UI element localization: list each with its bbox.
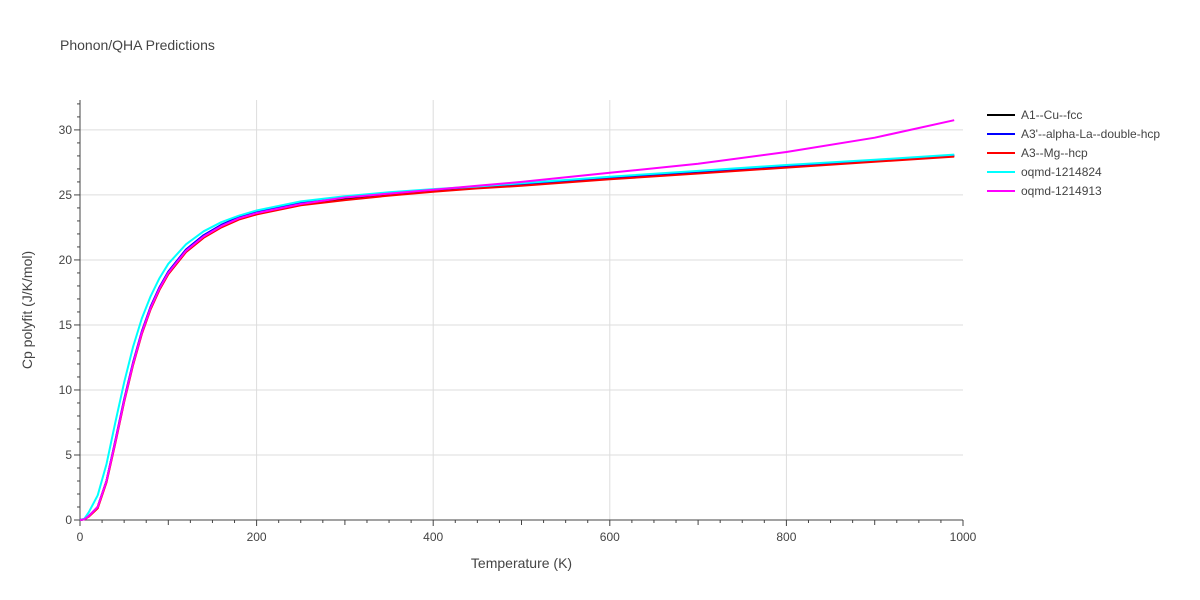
x-tick-label: 1000 bbox=[950, 530, 977, 544]
axes: 0 200 400 600 800 1000 0 5 10 15 20 25 30 bbox=[59, 100, 977, 544]
chart-title: Phonon/QHA Predictions bbox=[60, 37, 215, 53]
series-line-3 bbox=[79, 155, 955, 521]
x-tick-label: 600 bbox=[600, 530, 620, 544]
legend-item-5[interactable]: oqmd-1214913 bbox=[987, 184, 1102, 198]
legend-label: A1--Cu--fcc bbox=[1021, 108, 1082, 122]
legend-label: A3--Mg--hcp bbox=[1021, 146, 1088, 160]
y-tick-label: 30 bbox=[59, 123, 73, 137]
legend-label: oqmd-1214824 bbox=[1021, 165, 1102, 179]
grid bbox=[80, 100, 963, 520]
y-tick-label: 20 bbox=[59, 253, 73, 267]
x-axis-label: Temperature (K) bbox=[471, 555, 572, 571]
series-lines bbox=[79, 119, 955, 521]
y-tick-label: 10 bbox=[59, 383, 73, 397]
y-tick-label: 5 bbox=[65, 448, 72, 462]
legend-item-4[interactable]: oqmd-1214824 bbox=[987, 165, 1102, 179]
legend-item-2[interactable]: A3'--alpha-La--double-hcp bbox=[987, 127, 1160, 141]
legend-label: A3'--alpha-La--double-hcp bbox=[1021, 127, 1160, 141]
series-line-4 bbox=[79, 153, 955, 521]
series-line-5 bbox=[79, 119, 955, 521]
legend-label: oqmd-1214913 bbox=[1021, 184, 1102, 198]
y-axis-label: Cp polyfit (J/K/mol) bbox=[19, 251, 35, 369]
y-tick-label: 25 bbox=[59, 188, 73, 202]
y-tick-label: 15 bbox=[59, 318, 73, 332]
x-tick-label: 200 bbox=[247, 530, 267, 544]
series-line-1 bbox=[79, 154, 955, 521]
x-tick-label: 0 bbox=[77, 530, 84, 544]
x-tick-label: 400 bbox=[423, 530, 443, 544]
legend-item-3[interactable]: A3--Mg--hcp bbox=[987, 146, 1088, 160]
legend-item-1[interactable]: A1--Cu--fcc bbox=[987, 108, 1082, 122]
x-tick-label: 800 bbox=[776, 530, 796, 544]
y-tick-label: 0 bbox=[65, 513, 72, 527]
series-line-2 bbox=[79, 154, 955, 521]
legend[interactable]: A1--Cu--fcc A3'--alpha-La--double-hcp A3--… bbox=[987, 108, 1160, 198]
